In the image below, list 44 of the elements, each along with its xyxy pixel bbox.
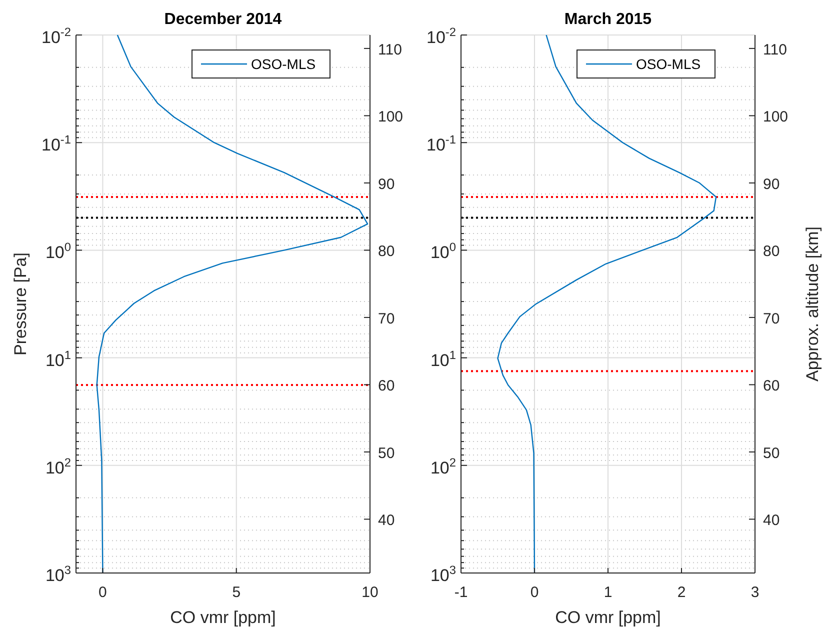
- y2-tick-label: 100: [378, 108, 404, 126]
- y-tick-label: 10$^{2}$: [430, 455, 456, 478]
- x-tick-label: 2: [677, 584, 686, 601]
- y-tick-label: 10$^{3}$: [45, 563, 72, 585]
- y-tick-label: 10$^{1}$: [45, 348, 72, 370]
- y-tick-label: 10$^{-2}$: [42, 25, 72, 47]
- y2-tick-label: 50: [763, 444, 780, 462]
- chart-title: March 2015: [564, 11, 652, 28]
- y-tick-label: 10$^{-1}$: [426, 132, 456, 155]
- y2-tick-label: 70: [763, 310, 780, 328]
- legend-label: OSO-MLS: [636, 56, 701, 72]
- y2-tick-label: 60: [763, 378, 780, 395]
- y2-tick-label: 70: [378, 310, 395, 328]
- y-tick-label: 10$^{0}$: [45, 240, 72, 262]
- legend-label: OSO-MLS: [251, 56, 316, 72]
- x-tick-label: 3: [750, 584, 760, 601]
- y2-tick-label: 50: [378, 444, 395, 462]
- y2-tick-label: 80: [763, 243, 780, 260]
- y2-tick-label: 40: [763, 512, 780, 530]
- y2-tick-label: 90: [763, 176, 780, 193]
- y-tick-label: 10$^{3}$: [430, 563, 456, 585]
- x-axis-title: CO vmr [ppm]: [170, 608, 276, 627]
- y2-tick-label: 110: [763, 41, 787, 58]
- y-tick-label: 10$^{-2}$: [426, 25, 456, 47]
- y-tick-label: 10$^{-1}$: [42, 132, 72, 155]
- y2-tick-label: 110: [378, 41, 402, 58]
- y2-tick-label: 40: [378, 512, 395, 530]
- y-axis-title: Pressure [Pa]: [11, 252, 30, 356]
- y2-tick-label: 90: [378, 176, 395, 193]
- y2-axis-title: Approx. altitude [km]: [803, 226, 822, 382]
- x-tick-label: 5: [232, 584, 241, 601]
- y-tick-label: 10$^{2}$: [45, 455, 72, 478]
- x-tick-label: -1: [454, 584, 468, 601]
- y2-tick-label: 80: [378, 243, 395, 260]
- chart-title: December 2014: [164, 11, 282, 28]
- x-tick-label: 1: [604, 584, 612, 601]
- y2-tick-label: 60: [378, 378, 395, 395]
- x-tick-label: 0: [98, 584, 107, 601]
- x-tick-label: 0: [530, 584, 539, 601]
- x-tick-label: 10: [362, 584, 378, 601]
- x-axis-title: CO vmr [ppm]: [555, 608, 661, 627]
- y-tick-label: 10$^{1}$: [430, 348, 456, 370]
- y-tick-label: 10$^{0}$: [430, 240, 456, 262]
- y2-tick-label: 100: [763, 108, 788, 126]
